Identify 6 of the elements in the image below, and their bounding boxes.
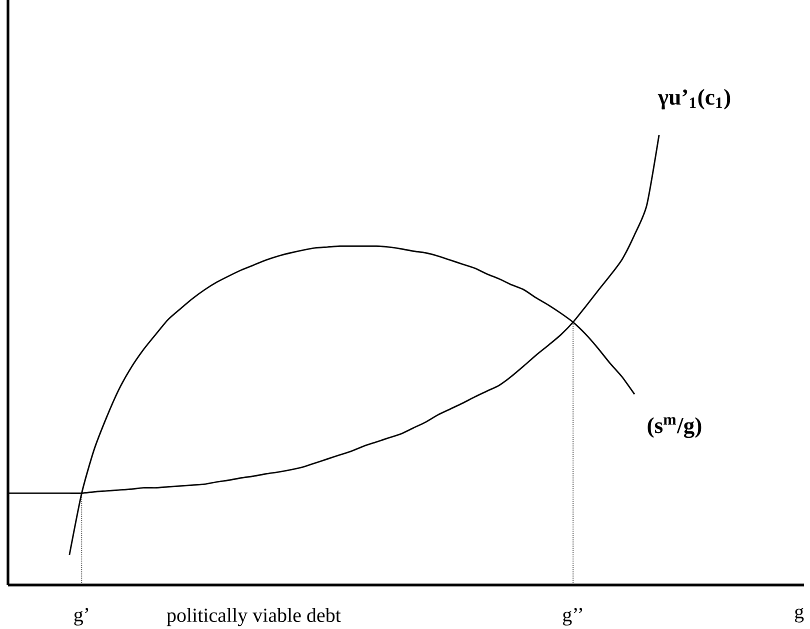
series-label: (s$^{m}$/g) — [648, 417, 702, 438]
x-tick-label: g’’ — [563, 608, 582, 626]
x-axis-title: g — [794, 608, 804, 623]
series-label: γu’$_{1}$(c$_{1}$) — [658, 88, 730, 110]
text: politically viable debt — [166, 608, 341, 626]
x-tick-label: g’ — [74, 608, 88, 626]
